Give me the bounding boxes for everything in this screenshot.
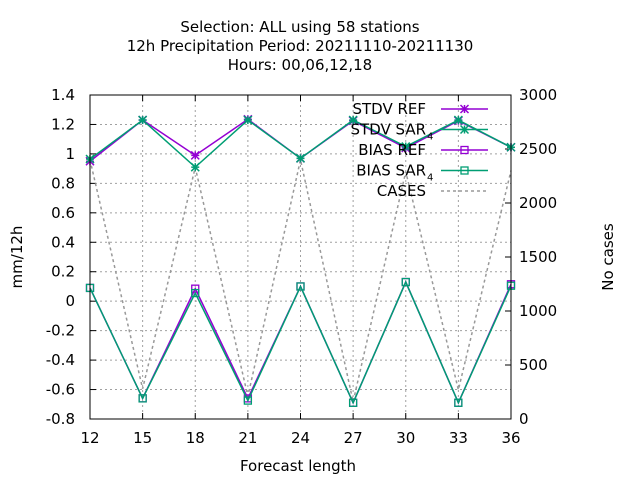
data-point [190,162,200,172]
plot-frame [89,94,512,420]
y2-tick-label: 2000 [519,194,557,212]
legend-marker [460,145,469,155]
y-tick-label: 0 [65,292,75,310]
chart-title: Selection: ALL using 58 stations 12h Pre… [127,18,474,74]
x-tick-label: 24 [291,429,310,447]
y-tick-label: -0.2 [46,322,75,340]
y2-tick-label: 1000 [519,302,557,320]
data-point [190,150,200,160]
series-line [89,280,512,405]
data-point [138,115,148,125]
y-tick-label: -0.6 [46,381,75,399]
y-tick-label: -0.8 [46,410,75,428]
y2-tick-label: 2500 [519,140,557,158]
title-line-2: 12h Precipitation Period: 20211110-20211… [127,37,474,55]
y2-tick-label: 3000 [519,86,557,104]
x-tick-label: 21 [238,429,257,447]
legend-marker [460,166,469,175]
data-point [138,394,147,403]
legend-label: STDV SAR [351,121,426,139]
x-tick-label: 33 [449,429,468,447]
y2-axis-ticks: 3000 2500 2000 1500 1000 500 0 [505,86,557,428]
data-point [295,153,306,163]
series-lines [85,114,516,407]
data-point [243,115,253,125]
data-point [191,288,200,298]
y-tick-label: 0.2 [51,263,75,281]
x-axis-label: Forecast length [240,457,356,475]
y-tick-label: 0.8 [51,174,75,192]
x-axis-ticks: 12 15 18 21 24 27 30 33 36 [80,95,521,447]
data-point [348,398,358,407]
title-line-3: Hours: 00,06,12,18 [228,56,372,74]
x-tick-label: 27 [344,429,363,447]
y-tick-label: 1.2 [51,115,75,133]
y-tick-label: 1.4 [51,86,75,104]
legend-label-subscript: 4 [427,173,433,184]
legend-label-subscript: 4 [427,132,433,143]
x-tick-label: 36 [501,429,520,447]
y2-tick-label: 1500 [519,248,557,266]
x-tick-label: 30 [396,429,415,447]
x-tick-label: 15 [133,429,152,447]
data-point [348,115,358,125]
data-point [401,277,410,287]
x-tick-label: 12 [80,429,99,447]
y-axis-ticks: 1.4 1.2 1 0.8 0.6 0.4 0.2 0 -0.2 -0.4 -0.6 -0.8 [46,86,96,428]
series-line [89,159,512,402]
data-point [296,282,305,291]
title-line-1: Selection: ALL using 58 stations [180,18,419,36]
y2-axis-label: No cases [599,223,617,291]
series-cases [89,159,512,402]
data-point [243,396,253,405]
y-tick-label: -0.4 [46,351,75,369]
data-point [454,398,463,407]
y-axis-label: mm/12h [8,226,26,289]
y-tick-label: 0.4 [51,233,75,251]
y2-tick-label: 0 [519,410,529,428]
x-tick-label: 18 [186,429,205,447]
legend-label: STDV REF [352,100,426,118]
y-tick-label: 1 [65,145,75,163]
y2-tick-label: 500 [519,356,548,374]
data-point [453,115,463,125]
legend-marker [459,124,470,135]
y-tick-label: 0.6 [51,204,75,222]
legend-label: CASES [377,182,426,200]
data-point [401,142,411,152]
legend-label: BIAS REF [358,141,426,159]
series-bias-ref [85,277,516,407]
grid-lines [90,95,511,419]
legend-marker [459,104,470,114]
legend-label: BIAS SAR [356,162,426,180]
series-bias-sar-4 [85,277,516,407]
